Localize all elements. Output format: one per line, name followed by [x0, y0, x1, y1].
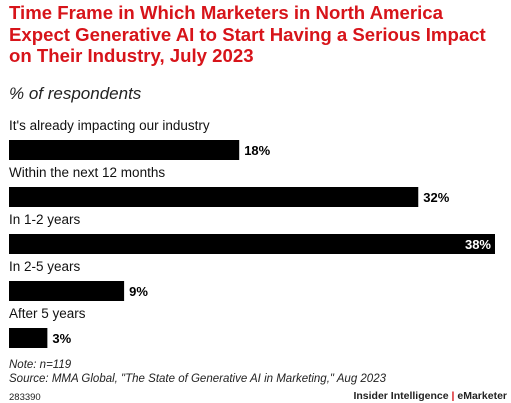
value-label: 3% — [52, 331, 71, 346]
chart-subtitle: % of respondents — [9, 84, 142, 103]
brand-emarketer: eMarketer — [457, 390, 507, 402]
bar-chart: It's already impacting our industry 18% Wi… — [9, 118, 495, 348]
category-label: Within the next 12 months — [9, 165, 165, 180]
bar — [9, 140, 240, 160]
category-label: It's already impacting our industry — [9, 118, 210, 133]
value-label: 38% — [465, 237, 491, 252]
bar — [9, 187, 419, 207]
bar — [9, 234, 495, 254]
note-text: Note: n=119 — [9, 359, 72, 371]
chart-title: Time Frame in Which Marketers in North A… — [9, 2, 486, 66]
brand-insider: Insider Intelligence — [353, 390, 449, 402]
chart-id: 283390 — [9, 392, 41, 403]
category-label: In 2-5 years — [9, 259, 81, 274]
value-label: 18% — [244, 143, 270, 158]
source-text: Source: MMA Global, "The State of Genera… — [9, 373, 386, 385]
category-label: In 1-2 years — [9, 212, 81, 227]
value-label: 9% — [129, 284, 148, 299]
value-label: 32% — [423, 190, 449, 205]
brand-separator: | — [451, 390, 455, 402]
category-label: After 5 years — [9, 306, 86, 321]
bar — [9, 281, 125, 301]
bar — [9, 328, 48, 348]
brand-logo: Insider Intelligence | eMarketer — [353, 390, 507, 402]
